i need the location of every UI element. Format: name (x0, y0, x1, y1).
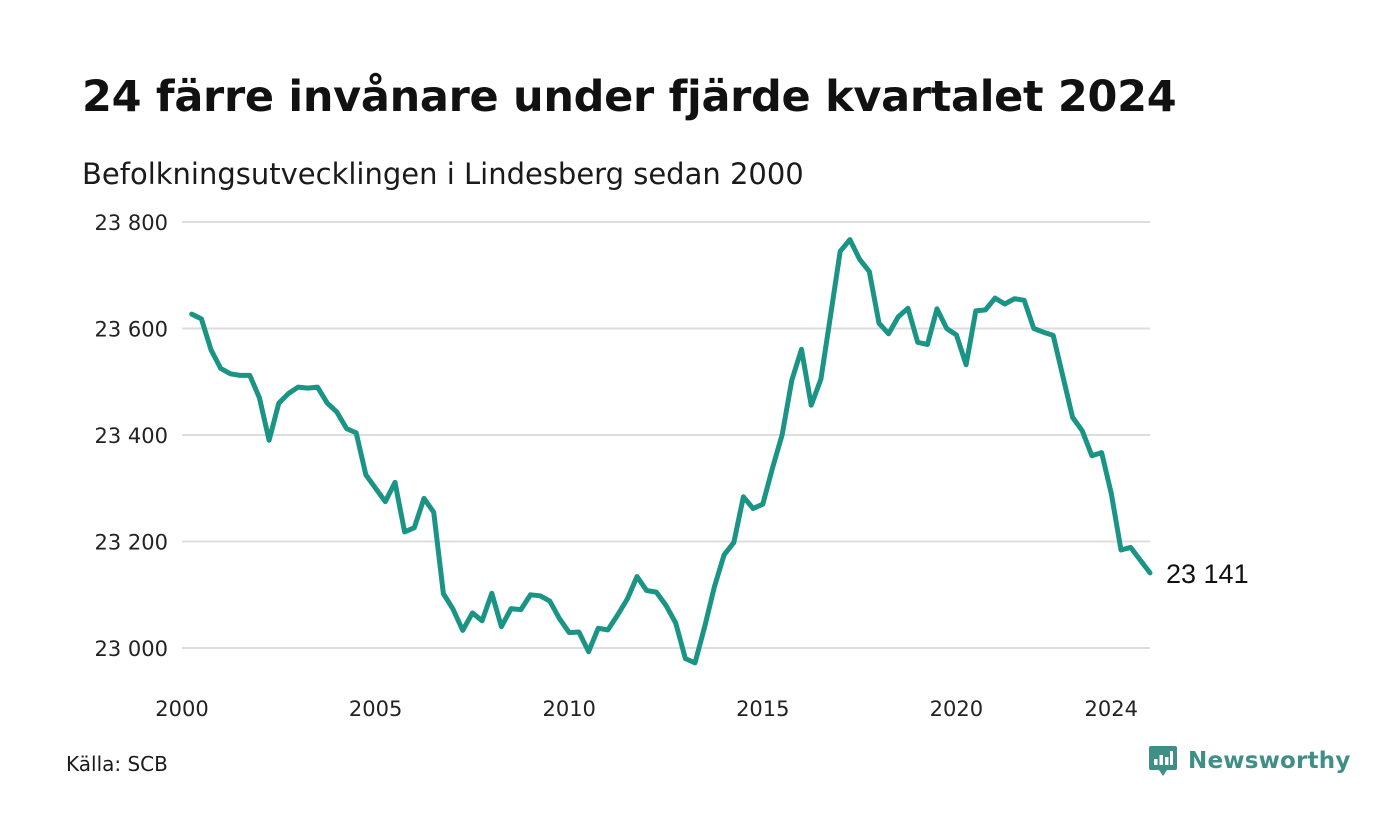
chart-subtitle: Befolkningsutvecklingen i Lindesberg sed… (82, 157, 804, 191)
end-value-label: 23 141 (1166, 559, 1249, 589)
brand-name: Newsworthy (1188, 748, 1351, 774)
x-tick-label: 2005 (349, 697, 402, 721)
y-tick-label: 23 600 (95, 318, 168, 342)
population-line (189, 237, 1153, 666)
source-label: Källa: SCB (66, 752, 168, 776)
x-tick-label: 2015 (736, 697, 789, 721)
chart-title: 24 färre invånare under fjärde kvartalet… (82, 72, 1177, 122)
newsworthy-logo-icon (1149, 746, 1177, 776)
brand-logo: Newsworthy (1148, 744, 1351, 778)
y-axis-ticks: 23 000 23 200 23 400 23 600 23 800 (95, 211, 168, 661)
x-tick-label: 2020 (930, 697, 983, 721)
x-tick-label: 2010 (542, 697, 595, 721)
y-tick-label: 23 400 (95, 424, 168, 448)
y-tick-label: 23 800 (95, 211, 168, 235)
grid-lines (182, 221, 1150, 649)
x-axis-ticks: 2000 2005 2010 2015 2020 2024 (155, 697, 1138, 721)
y-tick-label: 23 000 (95, 637, 168, 661)
y-tick-label: 23 200 (95, 531, 168, 555)
x-tick-label: 2024 (1085, 697, 1138, 721)
x-tick-label: 2000 (155, 697, 208, 721)
